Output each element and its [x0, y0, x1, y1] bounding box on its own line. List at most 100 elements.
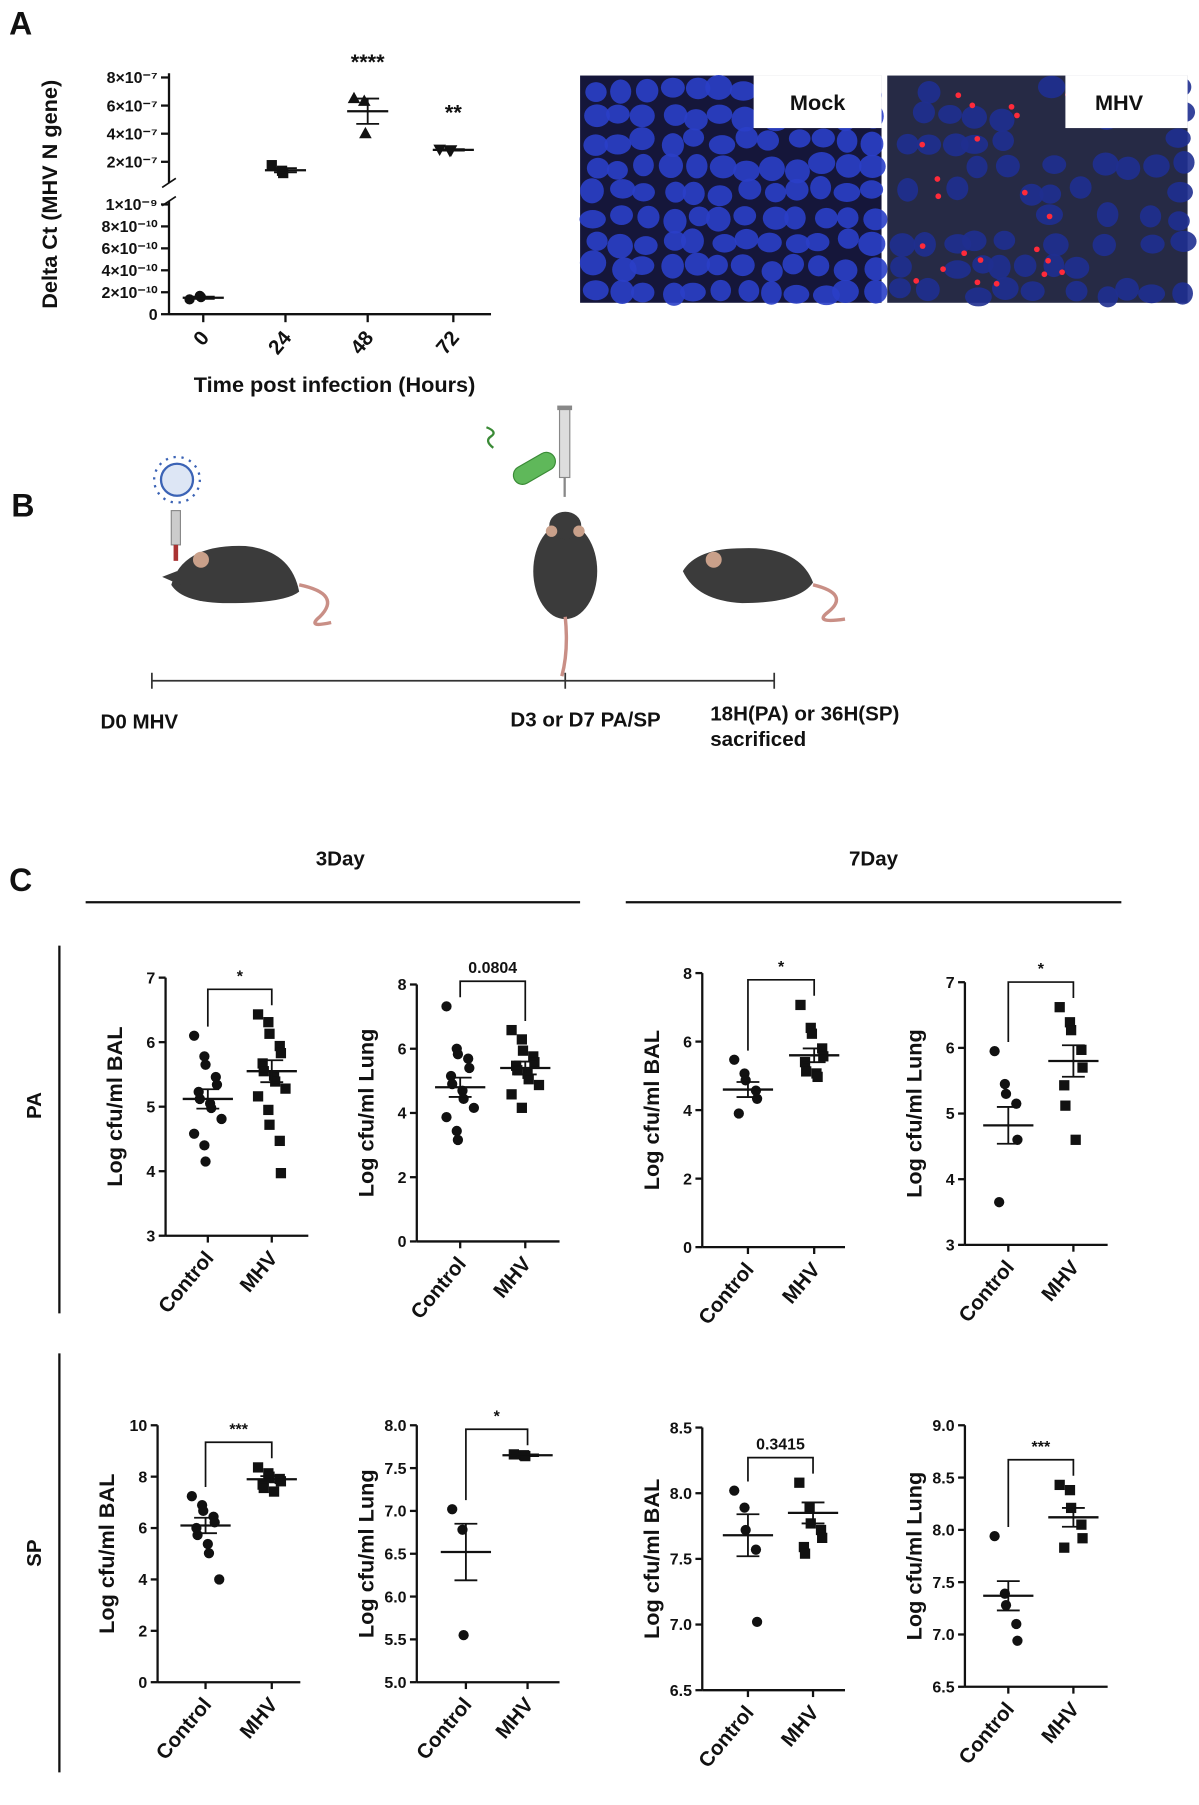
y-tick-label: 4 — [683, 1103, 692, 1120]
y-tick-label: 7.0 — [670, 1617, 692, 1634]
nucleus — [706, 206, 731, 232]
data-point — [280, 1083, 291, 1094]
panel-label: A — [9, 5, 32, 41]
x-tick-label: 48 — [346, 327, 378, 359]
y-tick-label: 2 — [683, 1171, 692, 1188]
red-signal — [961, 250, 968, 257]
nucleus — [1039, 184, 1062, 204]
significance-bracket — [465, 1428, 529, 1501]
nucleus — [756, 130, 780, 151]
y-tick-label: 5.0 — [384, 1675, 406, 1692]
data-point — [258, 1482, 269, 1494]
data-point — [1054, 1002, 1065, 1013]
nucleus — [757, 232, 782, 253]
nucleus — [706, 104, 733, 124]
significance-label: 0.3415 — [756, 1437, 805, 1454]
nucleus — [1092, 152, 1119, 176]
data-point — [798, 1541, 810, 1553]
nucleus — [860, 131, 884, 157]
axis-break — [161, 177, 177, 189]
nucleus — [606, 161, 628, 180]
nucleus — [896, 133, 919, 155]
red-signal — [1021, 189, 1028, 196]
data-point — [203, 1548, 215, 1559]
nucleus — [729, 81, 757, 101]
micrograph-label: MHV — [1095, 90, 1144, 115]
nucleus — [1143, 154, 1170, 178]
y-tick-label: 0 — [149, 307, 158, 324]
y-tick-label: 2 — [138, 1624, 147, 1641]
significance-label: * — [237, 968, 244, 985]
nucleus — [859, 154, 886, 178]
x-tick-label: MHV — [235, 1693, 282, 1743]
nucleus — [637, 205, 660, 229]
nucleus — [684, 109, 708, 131]
nucleus — [658, 153, 684, 179]
nucleus — [579, 209, 606, 229]
y-tick-label: 7 — [946, 975, 955, 992]
nucleus — [606, 104, 630, 124]
nucleus — [731, 106, 758, 132]
data-point — [200, 1156, 211, 1167]
nucleus — [836, 129, 858, 153]
y-tick-label: 9.0 — [932, 1418, 954, 1435]
data-point — [266, 160, 277, 171]
micrograph-label-box — [1065, 75, 1188, 129]
y-tick-label: 7.5 — [384, 1461, 406, 1478]
data-point — [275, 1047, 287, 1059]
nucleus — [837, 207, 859, 229]
data-point — [733, 1108, 744, 1119]
y-tick-label: 8×10⁻⁷ — [107, 70, 158, 87]
nucleus — [665, 181, 687, 203]
bacterium-icon — [486, 405, 573, 497]
y-tick-label: 3 — [946, 1238, 955, 1255]
y-tick-label: 6 — [138, 1521, 147, 1538]
nucleus — [660, 77, 685, 98]
x-tick-label: MHV — [778, 1258, 825, 1308]
x-tick-label: Control — [694, 1258, 759, 1329]
data-point — [516, 1102, 527, 1113]
data-point — [199, 1140, 210, 1151]
data-point — [464, 1062, 475, 1074]
nucleus — [661, 253, 684, 279]
nucleus — [808, 255, 830, 277]
nucleus — [663, 208, 687, 234]
nucleus — [1013, 254, 1037, 277]
red-signal — [1008, 103, 1015, 110]
y-tick-label: 8 — [683, 966, 692, 983]
data-point — [750, 1544, 762, 1555]
timeline-label: sacrificed — [710, 728, 806, 751]
data-point — [198, 1505, 209, 1516]
nucleus — [585, 82, 607, 103]
nucleus — [1173, 151, 1195, 174]
red-signal — [934, 176, 941, 182]
nucleus — [764, 182, 787, 203]
data-point — [268, 1486, 280, 1497]
nucleus — [811, 128, 835, 148]
nucleus — [1019, 183, 1044, 206]
data-point — [523, 1074, 534, 1085]
nucleus — [1165, 128, 1191, 148]
significance-bracket — [459, 980, 527, 1021]
y-tick-label: 4 — [146, 1164, 155, 1181]
nucleus — [995, 154, 1020, 178]
nucleus — [1092, 233, 1116, 257]
data-point — [517, 1045, 529, 1056]
nucleus — [1168, 211, 1190, 231]
data-point — [794, 1477, 805, 1488]
nucleus — [859, 180, 884, 199]
nucleus — [629, 127, 655, 151]
data-point — [805, 1022, 816, 1034]
significance-label: ** — [445, 99, 462, 124]
panel-label: C — [9, 862, 32, 898]
nucleus — [966, 155, 988, 179]
nucleus — [785, 159, 810, 184]
significance-bracket — [1007, 1458, 1075, 1528]
red-signal — [1014, 112, 1020, 119]
data-point — [274, 1135, 285, 1147]
data-point — [188, 1128, 200, 1139]
red-signal — [974, 135, 981, 142]
data-point — [1077, 1533, 1088, 1544]
y-tick-label: 4 — [946, 1172, 955, 1189]
data-point — [1011, 1618, 1022, 1630]
